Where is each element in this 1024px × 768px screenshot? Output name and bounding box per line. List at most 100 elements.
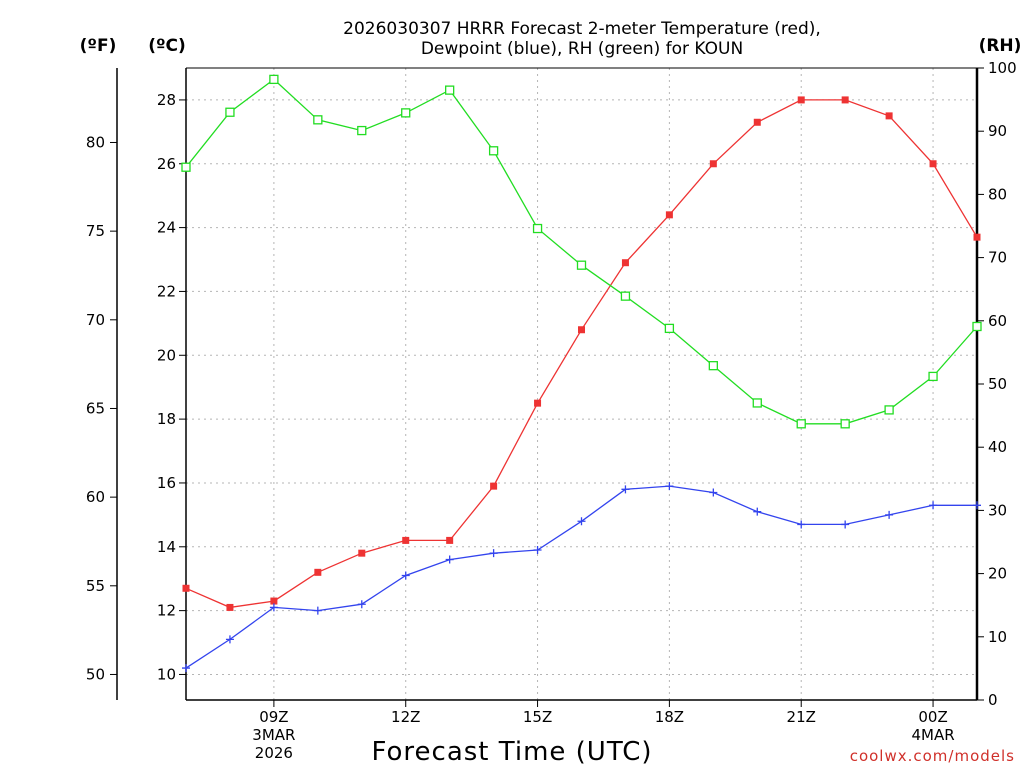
time-tick-label: 18Z <box>655 708 684 726</box>
celsius-tick-label: 16 <box>157 474 176 492</box>
temperature-point <box>578 326 585 334</box>
x-axis-label: Forecast Time (UTC) <box>371 737 652 767</box>
celsius-tick-label: 12 <box>157 602 176 620</box>
rh-point <box>313 115 323 125</box>
temperature-series <box>182 96 981 611</box>
rh-point <box>576 260 587 270</box>
rh-point <box>620 291 631 301</box>
temperature-point <box>534 399 542 407</box>
fahrenheit-tick-label: 75 <box>86 222 105 240</box>
celsius-tick-label: 18 <box>157 410 176 428</box>
rh-tick-label: 70 <box>988 249 1007 267</box>
dewpoint-point <box>225 635 234 644</box>
rh-tick-label: 50 <box>988 375 1007 393</box>
dewpoint-point <box>797 520 806 529</box>
dewpoint-point <box>929 501 938 510</box>
celsius-tick-label: 24 <box>157 219 176 237</box>
rh-point <box>796 419 806 429</box>
rh-point <box>181 162 191 172</box>
series-layer <box>181 74 982 673</box>
temperature-point <box>709 160 717 168</box>
celsius-tick-label: 10 <box>157 665 176 683</box>
celsius-unit-label: (ºC) <box>148 36 186 56</box>
rh-point <box>488 146 499 156</box>
rh-point <box>752 398 762 408</box>
date-label: 3MAR <box>252 726 295 744</box>
rh-point <box>357 125 367 136</box>
dewpoint-point <box>182 664 190 673</box>
celsius-tick-label: 20 <box>157 346 176 364</box>
dewpoint-point <box>533 545 542 554</box>
temperature-point <box>841 96 849 104</box>
rh-point <box>225 107 235 117</box>
temperature-point <box>621 259 629 267</box>
rh-tick-label: 10 <box>988 628 1007 646</box>
time-tick-label: 09Z <box>259 708 288 726</box>
time-tick-label: 00Z <box>918 708 947 726</box>
dewpoint-point <box>445 555 454 564</box>
rh-point <box>708 361 718 371</box>
temperature-point <box>226 603 234 611</box>
dewpoint-point <box>665 482 674 491</box>
rh-point <box>401 108 411 118</box>
dewpoint-point <box>753 507 762 516</box>
temperature-point <box>182 584 190 592</box>
dewpoint-point <box>313 606 322 615</box>
temperature-point <box>490 482 498 490</box>
temperature-line <box>185 99 978 609</box>
dewpoint-point <box>841 520 850 529</box>
rh-tick-label: 30 <box>988 501 1007 519</box>
temperature-point <box>797 96 805 104</box>
credit-text: coolwx.com/models <box>850 747 1015 765</box>
rh-tick-label: 100 <box>988 59 1017 77</box>
grid-lines <box>186 68 977 700</box>
fahrenheit-tick-label: 70 <box>86 311 105 329</box>
temperature-point <box>446 536 454 544</box>
rh-tick-label: 20 <box>988 565 1007 583</box>
dewpoint-point <box>709 488 718 497</box>
celsius-tick-label: 14 <box>157 538 176 556</box>
dewpoint-point <box>621 485 630 494</box>
rh-point <box>840 419 850 429</box>
temperature-point <box>753 118 761 126</box>
time-tick-label: 15Z <box>523 708 552 726</box>
time-tick-label: 21Z <box>787 708 816 726</box>
fahrenheit-tick-label: 60 <box>86 488 105 506</box>
dewpoint-line <box>185 485 977 669</box>
dewpoint-point <box>357 600 366 609</box>
celsius-tick-label: 22 <box>157 282 176 300</box>
rh-tick-label: 60 <box>988 312 1007 330</box>
rh-point <box>664 323 675 334</box>
temperature-point <box>358 549 366 557</box>
dewpoint-point <box>269 603 278 612</box>
date-label: 4MAR <box>911 726 954 744</box>
rh-line <box>185 78 978 425</box>
fahrenheit-tick-label: 80 <box>86 133 105 151</box>
rh-tick-label: 40 <box>988 438 1007 456</box>
celsius-tick-label: 26 <box>157 155 176 173</box>
rh-tick-label: 0 <box>988 691 998 709</box>
temperature-point <box>402 536 410 544</box>
temperature-point <box>270 597 278 605</box>
axes: 10 12 14 16 18 20 22 24 26 28 50 55 60 65 70 75 80 0 10 20 3… <box>86 59 1017 762</box>
rh-series <box>181 74 982 429</box>
rh-point <box>269 74 279 85</box>
rh-point <box>928 371 938 382</box>
rh-point <box>532 223 543 234</box>
fahrenheit-unit-label: (ºF) <box>80 36 117 56</box>
fahrenheit-tick-label: 50 <box>86 665 105 683</box>
dewpoint-point <box>401 571 410 580</box>
fahrenheit-tick-label: 55 <box>86 577 105 595</box>
dewpoint-series <box>182 482 981 673</box>
temperature-point <box>314 568 322 576</box>
celsius-tick-label: 28 <box>157 91 176 109</box>
dewpoint-point <box>577 517 586 526</box>
temperature-point <box>885 112 893 120</box>
chart-title-line1: 2026030307 HRRR Forecast 2-meter Tempera… <box>343 19 821 39</box>
rh-unit-label: (RH) <box>979 36 1022 56</box>
year-label: 2026 <box>255 744 293 762</box>
dewpoint-point <box>885 510 894 519</box>
rh-point <box>884 405 894 415</box>
rh-point <box>972 321 982 332</box>
temperature-point <box>665 211 673 219</box>
